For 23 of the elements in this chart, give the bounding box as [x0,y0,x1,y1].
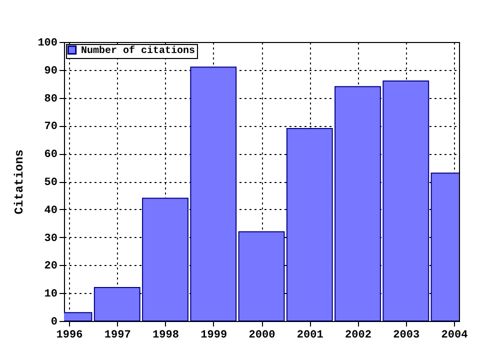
y-tick-label: 90 [44,65,58,78]
x-tick-label: 2003 [393,330,420,342]
x-tick-label: 2002 [345,330,372,342]
y-tick-label: 10 [44,288,58,301]
x-tick-label: 2004 [441,330,468,342]
x-tick-label: 2000 [248,330,276,342]
legend-label: Number of citations [81,45,196,57]
bar [238,231,285,321]
y-tick-label: 50 [44,177,58,189]
y-tick-label: 0 [50,316,58,328]
y-tick-label: 20 [44,260,58,273]
y-tick-label: 70 [44,121,58,134]
y-tick-label: 60 [44,149,58,162]
y-tick-label: 100 [38,38,58,50]
y-tick-label: 80 [44,93,58,106]
y-axis-title: Citations [12,150,27,214]
x-tick-label: 1997 [104,330,131,342]
y-tick-label: 40 [44,204,58,217]
x-tick-label: 1998 [152,330,180,342]
y-tick-label: 30 [44,232,58,245]
x-tick-label: 1999 [200,330,228,342]
x-tick-label: 2001 [296,330,324,342]
x-tick-label: 1996 [56,330,83,342]
